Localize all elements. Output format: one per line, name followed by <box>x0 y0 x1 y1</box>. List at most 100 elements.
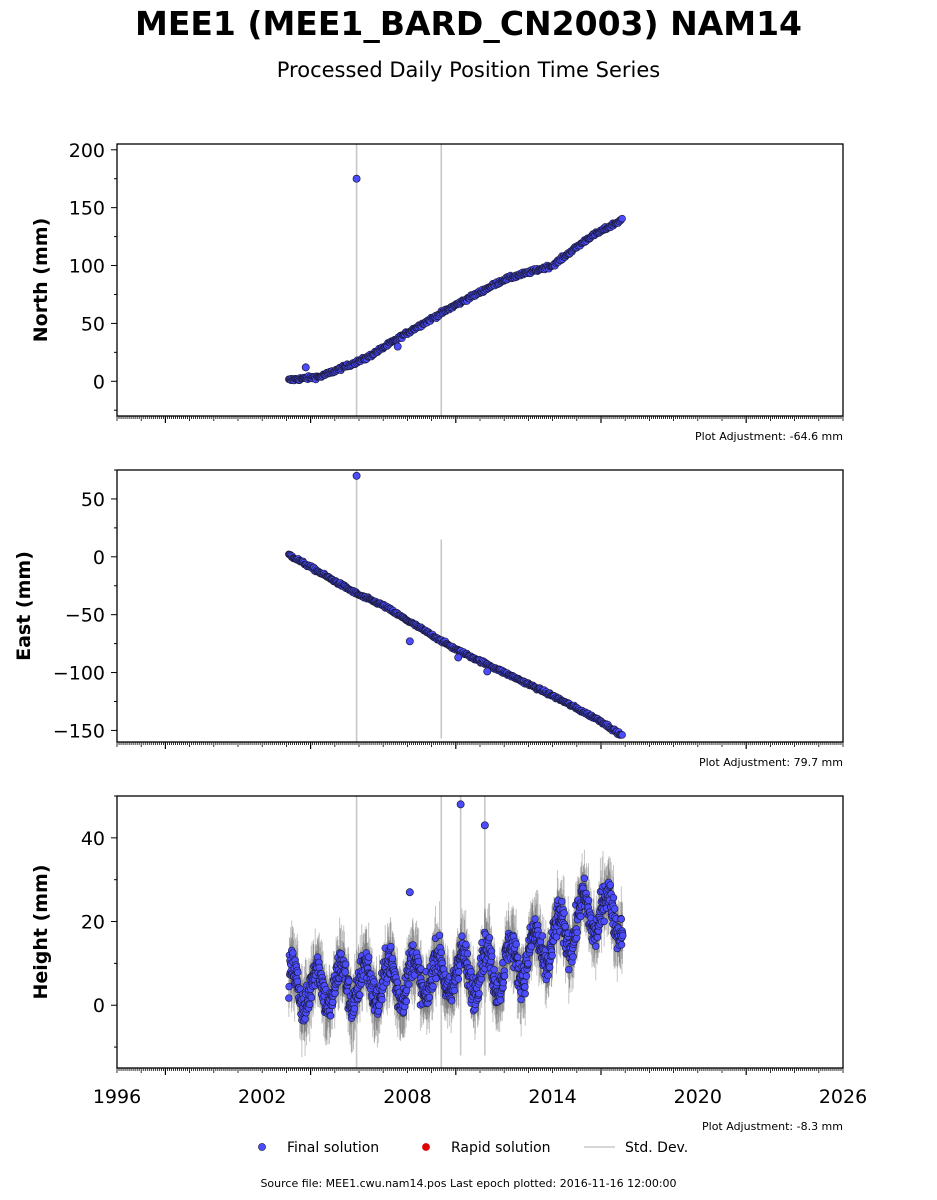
final-solution-point <box>454 975 463 983</box>
final-solution-point <box>517 995 525 1004</box>
panel-height: 0 20 40 1996 2002 2008 2014 2020 2026 Height (mm)… <box>30 795 867 1133</box>
final-solution-point <box>329 998 337 1006</box>
y-tick-label: 40 <box>81 828 105 850</box>
final-solution-point <box>538 932 546 940</box>
final-solution-point <box>405 980 413 989</box>
legend-marker <box>422 1143 430 1151</box>
y-tick-label: 50 <box>81 489 105 511</box>
outlier-point <box>405 637 414 646</box>
final-solution-point <box>387 942 395 951</box>
final-solution-point <box>463 949 472 958</box>
y-axis-label: North (mm) <box>30 218 52 343</box>
final-solution-point <box>499 979 508 987</box>
final-solution-point <box>435 931 444 940</box>
final-solution-point <box>522 972 531 980</box>
final-solution-point <box>315 963 323 972</box>
x-tick-label: 2014 <box>528 1086 576 1108</box>
final-solution-point <box>527 942 535 951</box>
y-tick-label: −50 <box>65 605 105 627</box>
final-solution-point <box>609 893 618 902</box>
plot-adjustment-label: Plot Adjustment: -64.6 mm <box>695 430 843 443</box>
final-solution-point <box>388 954 397 963</box>
final-solution-point <box>455 968 463 976</box>
panel-east: −150 −100 −50 0 50 East (mm) Plot Adjustment: … <box>13 469 844 769</box>
final-solution-point <box>450 986 458 995</box>
final-solution-point <box>458 932 466 940</box>
x-tick-label: 2026 <box>819 1086 867 1108</box>
legend: Final solution Rapid solution Std. Dev. <box>258 1140 688 1156</box>
panel-north: 0 50 100 150 200 North (mm) Plot Adjustment: -… <box>30 140 844 443</box>
chart-title: MEE1 (MEE1_BARD_CN2003) NAM14 <box>134 4 802 43</box>
x-tick-label: 2008 <box>383 1086 431 1108</box>
y-tick-label: 0 <box>93 547 105 569</box>
final-solution-point <box>552 933 561 941</box>
final-solution-point <box>378 995 386 1004</box>
final-solution-point <box>350 1005 359 1013</box>
y-tick-label: 50 <box>81 313 105 335</box>
plot-adjustment-label: Plot Adjustment: 79.7 mm <box>699 756 843 769</box>
final-solution-point <box>485 933 494 942</box>
y-tick-label: 150 <box>69 198 105 220</box>
x-tick-label: 2020 <box>674 1086 722 1108</box>
final-solution-point <box>545 963 554 971</box>
outlier-point <box>393 342 402 351</box>
final-solution-point <box>560 909 568 917</box>
final-solution-point <box>500 972 509 980</box>
outlier-point <box>480 821 489 830</box>
final-solution-point <box>356 991 364 999</box>
final-solution-point <box>301 1015 309 1023</box>
final-solution-point <box>513 953 522 961</box>
final-solution-point <box>414 957 423 966</box>
final-solution-point <box>307 993 316 1002</box>
final-solution-point <box>402 997 411 1006</box>
final-solution-point <box>531 915 539 923</box>
final-solution-point <box>618 214 626 223</box>
final-solution-point <box>610 905 619 913</box>
final-solution-point <box>521 989 529 998</box>
final-solution-point <box>606 881 614 889</box>
final-solution-point <box>462 940 470 949</box>
y-axis-label: Height (mm) <box>30 864 52 999</box>
final-solution-point <box>584 896 593 905</box>
final-solution-point <box>558 897 566 906</box>
outlier-point <box>483 667 492 676</box>
final-solution-point <box>475 989 483 998</box>
final-solution-point <box>619 931 627 940</box>
final-solution-point <box>365 953 373 961</box>
final-solution-point <box>592 942 600 950</box>
y-tick-label: −100 <box>53 663 105 685</box>
final-solution-point <box>425 993 434 1002</box>
y-tick-label: 0 <box>93 995 105 1017</box>
x-tick-label: 2002 <box>238 1086 286 1108</box>
final-solution-point <box>393 978 402 986</box>
legend-label: Rapid solution <box>451 1140 551 1156</box>
outlier-point <box>301 363 310 372</box>
outlier-point <box>352 174 361 183</box>
final-solution-point <box>573 928 581 937</box>
final-solution-point <box>342 960 350 969</box>
final-solution-point <box>293 977 302 986</box>
outlier-point <box>405 888 414 897</box>
y-tick-label: −150 <box>53 720 105 742</box>
final-solution-point <box>496 996 505 1004</box>
final-solution-point <box>326 1012 335 1020</box>
final-solution-point <box>289 949 297 957</box>
y-tick-label: 200 <box>69 140 105 162</box>
final-solution-point <box>548 951 556 960</box>
final-solution-point <box>569 953 577 961</box>
outlier-point <box>456 800 465 809</box>
final-solution-point <box>617 915 625 923</box>
plot-frame <box>116 143 844 417</box>
final-solution-point <box>600 917 608 926</box>
final-solution-point <box>544 971 552 980</box>
final-solution-point <box>565 965 573 974</box>
final-solution-point <box>580 874 589 882</box>
final-solution-point <box>285 994 293 1002</box>
final-solution-point <box>448 997 456 1005</box>
final-solution-point <box>306 1000 314 1009</box>
final-solution-point <box>576 912 585 921</box>
final-solution-point <box>294 968 302 977</box>
legend-label: Final solution <box>287 1140 379 1156</box>
legend-label: Std. Dev. <box>625 1140 688 1156</box>
